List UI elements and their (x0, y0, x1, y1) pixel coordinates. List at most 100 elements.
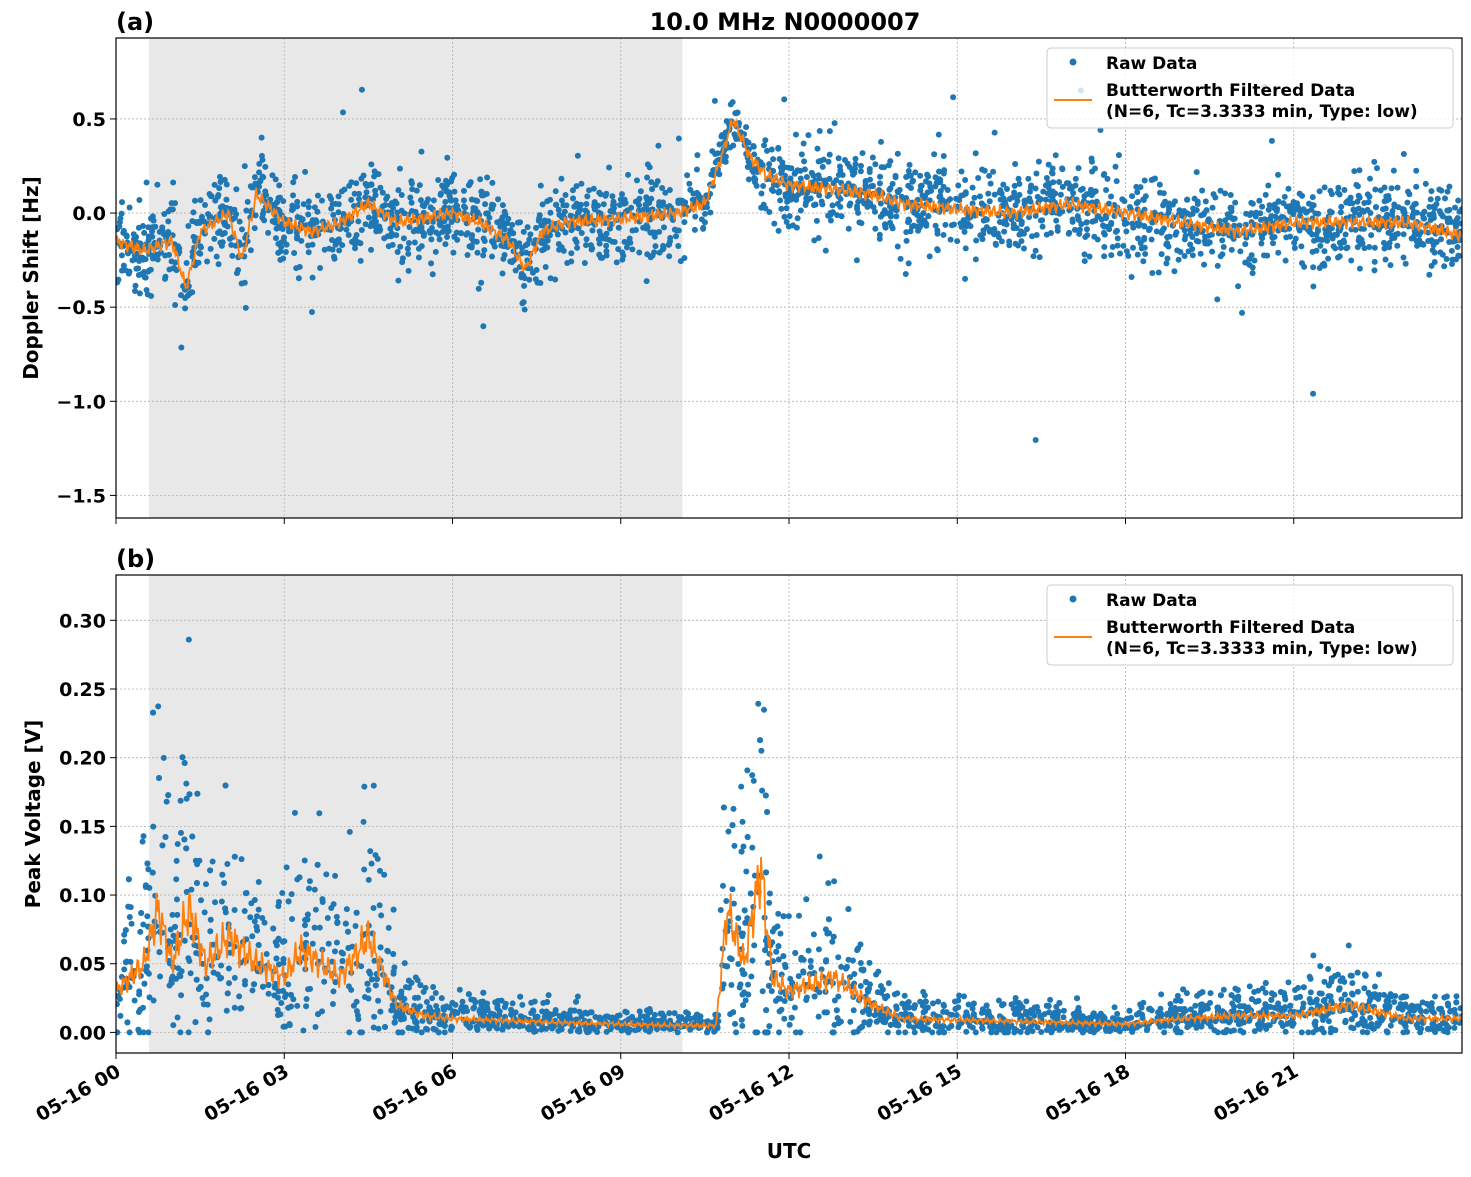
raw-point (269, 172, 275, 178)
raw-point (461, 197, 467, 203)
raw-point (1187, 212, 1193, 218)
raw-point (1282, 194, 1288, 200)
raw-point (927, 253, 933, 259)
raw-point (328, 206, 334, 212)
raw-point (254, 924, 260, 930)
raw-point (858, 960, 864, 966)
raw-point (336, 201, 342, 207)
raw-point (1365, 191, 1371, 197)
raw-point (1231, 1008, 1237, 1014)
raw-point (141, 833, 147, 839)
raw-point (815, 146, 821, 152)
raw-point (256, 907, 262, 913)
raw-point (1301, 264, 1307, 270)
raw-point (339, 188, 345, 194)
raw-point (906, 260, 912, 266)
raw-point (582, 207, 588, 213)
raw-point (296, 275, 302, 281)
raw-point (1251, 258, 1257, 264)
raw-point (315, 1011, 321, 1017)
raw-point (1391, 168, 1397, 174)
raw-point (715, 150, 721, 156)
raw-point (1311, 238, 1317, 244)
raw-point (489, 254, 495, 260)
raw-point (276, 225, 282, 231)
raw-point (980, 227, 986, 233)
raw-point (275, 937, 281, 943)
raw-point (123, 232, 129, 238)
raw-point (1004, 221, 1010, 227)
raw-point (1332, 245, 1338, 251)
raw-point (145, 224, 151, 230)
raw-point (775, 923, 781, 929)
raw-point (1229, 247, 1235, 253)
raw-point (283, 249, 289, 255)
raw-point (990, 169, 996, 175)
raw-point (775, 911, 781, 917)
raw-point (1053, 152, 1059, 158)
raw-point (905, 183, 911, 189)
raw-point (1342, 992, 1348, 998)
raw-point (616, 225, 622, 231)
raw-point (1152, 175, 1158, 181)
raw-point (877, 1012, 883, 1018)
raw-point (252, 918, 258, 924)
raw-point (1044, 1003, 1050, 1009)
raw-point (117, 996, 123, 1002)
raw-point (895, 1023, 901, 1029)
raw-point (398, 989, 404, 995)
raw-point (775, 146, 781, 152)
raw-point (397, 166, 403, 172)
raw-point (867, 177, 873, 183)
raw-point (1175, 993, 1181, 999)
raw-point (906, 173, 912, 179)
raw-point (863, 979, 869, 985)
raw-point (758, 205, 764, 211)
raw-point (159, 224, 165, 230)
raw-point (996, 234, 1002, 240)
raw-point (870, 155, 876, 161)
raw-point (1444, 256, 1450, 262)
raw-point (918, 213, 924, 219)
raw-point (727, 145, 733, 151)
raw-point (1428, 188, 1434, 194)
y-tick-label: −0.5 (56, 297, 106, 319)
raw-point (499, 222, 505, 228)
raw-point (776, 188, 782, 194)
raw-point (419, 243, 425, 249)
raw-point (1321, 998, 1327, 1004)
raw-point (198, 897, 204, 903)
raw-point (429, 995, 435, 1001)
raw-point (812, 994, 818, 1000)
raw-point (1027, 189, 1033, 195)
raw-point (917, 999, 923, 1005)
raw-point (457, 987, 463, 993)
raw-point (449, 219, 455, 225)
raw-point (764, 809, 770, 815)
raw-point (312, 887, 318, 893)
raw-point (395, 187, 401, 193)
raw-point (617, 202, 623, 208)
raw-point (359, 87, 365, 93)
raw-point (354, 232, 360, 238)
raw-point (817, 853, 823, 859)
raw-point (1139, 1012, 1145, 1018)
raw-point (444, 234, 450, 240)
raw-point (303, 931, 309, 937)
raw-point (633, 227, 639, 233)
raw-point (183, 781, 189, 787)
raw-point (451, 234, 457, 240)
raw-point (377, 1009, 383, 1015)
raw-point (677, 1016, 683, 1022)
raw-point (912, 1002, 918, 1008)
raw-point (1006, 238, 1012, 244)
raw-point (1035, 1024, 1041, 1030)
raw-point (1033, 248, 1039, 254)
raw-point (948, 237, 954, 243)
raw-point (836, 1020, 842, 1026)
raw-point (546, 992, 552, 998)
raw-point (558, 176, 564, 182)
raw-point (173, 876, 179, 882)
raw-point (1417, 1029, 1423, 1035)
raw-point (766, 161, 772, 167)
